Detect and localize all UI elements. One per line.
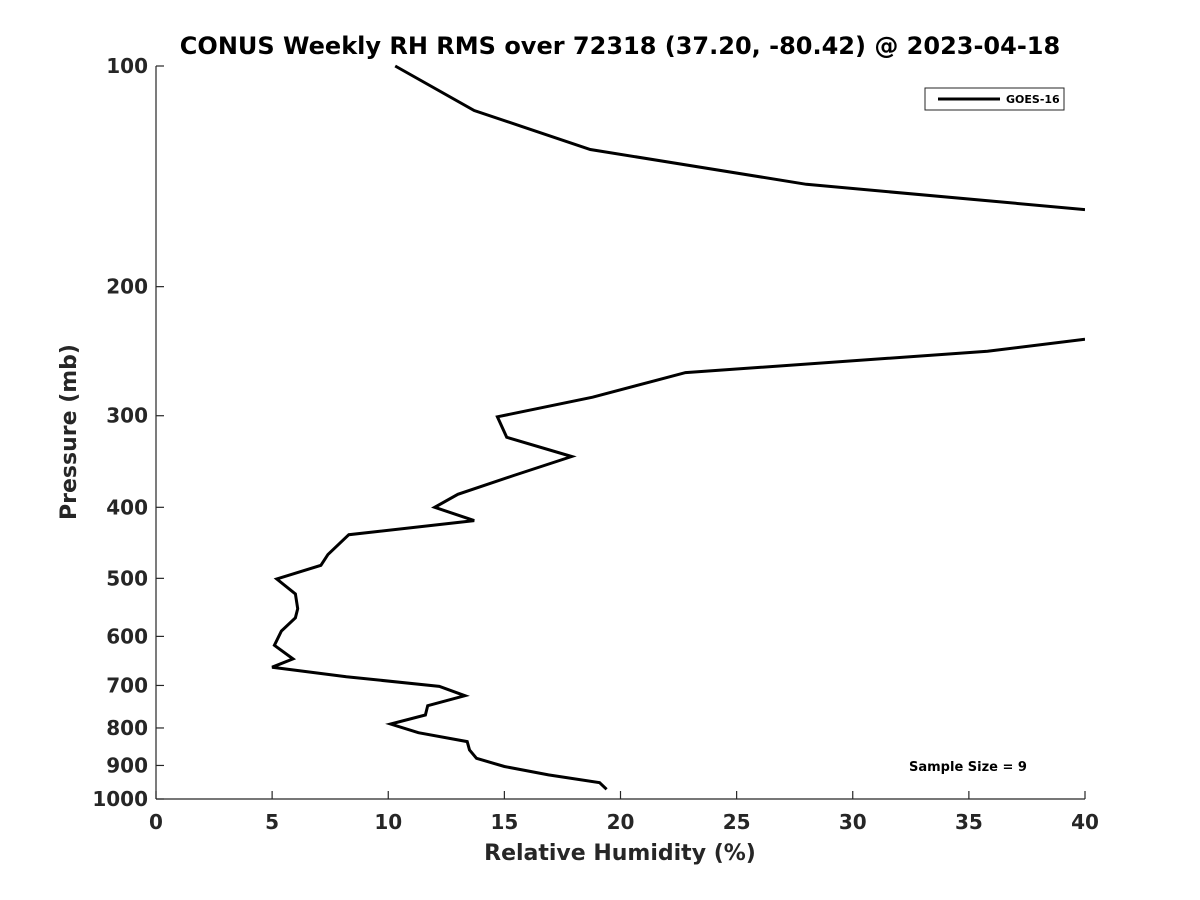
x-tick-label: 30	[839, 810, 867, 834]
y-axis-label: Pressure (mb)	[57, 344, 82, 520]
x-tick-label: 5	[265, 810, 279, 834]
y-tick-label: 200	[106, 275, 148, 299]
y-tick-label: 600	[106, 624, 148, 648]
x-tick-label: 0	[149, 810, 163, 834]
x-tick-label: 10	[374, 810, 402, 834]
x-tick-label: 20	[607, 810, 635, 834]
x-tick-label: 25	[723, 810, 751, 834]
x-tick-label: 15	[490, 810, 518, 834]
plot-area	[155, 66, 1085, 800]
x-tick-label: 35	[955, 810, 983, 834]
y-tick-label: 500	[106, 566, 148, 590]
y-tick-label: 400	[106, 495, 148, 519]
y-tick-label: 800	[106, 716, 148, 740]
y-tick-label: 700	[106, 673, 148, 697]
y-ticks: 100 200 300 400 500 600 700 800 900 1000	[92, 54, 164, 811]
sample-size-annotation: Sample Size = 9	[909, 760, 1027, 775]
y-tick-label: 300	[106, 404, 148, 428]
legend-entry-goes-16: GOES-16	[1006, 93, 1060, 106]
chart-title: CONUS Weekly RH RMS over 72318 (37.20, -…	[180, 32, 1060, 60]
y-tick-label: 100	[106, 54, 148, 78]
x-ticks: 0 5 10 15 20 25 30 35 40	[149, 791, 1099, 834]
x-tick-label: 40	[1071, 810, 1099, 834]
legend: GOES-16	[924, 87, 1065, 111]
y-tick-label: 1000	[92, 787, 148, 811]
series-line-goes-16	[394, 64, 1085, 212]
x-axis-label: Relative Humidity (%)	[484, 841, 756, 866]
series-layer	[271, 64, 1085, 791]
y-tick-label: 900	[106, 753, 148, 777]
series-line-goes-16	[271, 337, 1085, 791]
